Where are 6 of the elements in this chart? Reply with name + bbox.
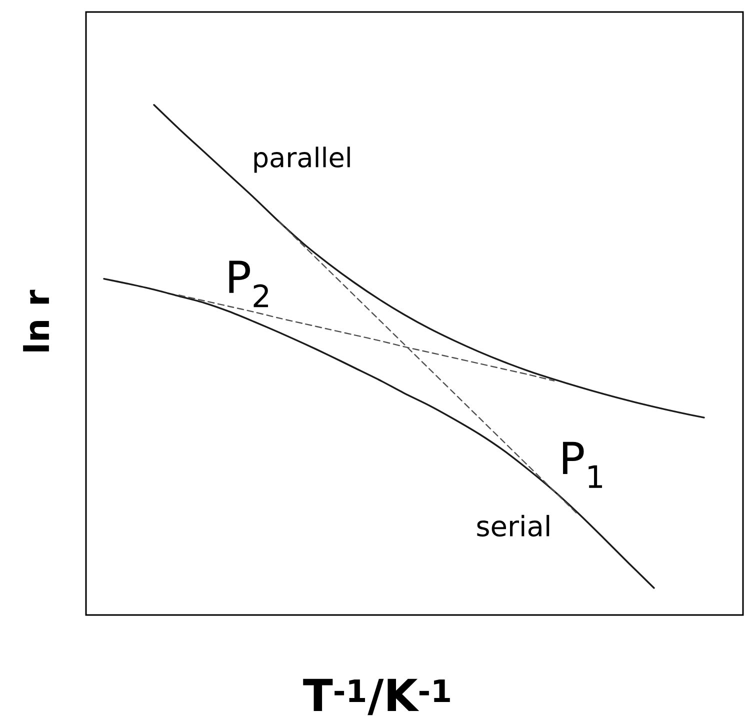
series-label: P$_{2}$ bbox=[229, 260, 268, 308]
series-label: parallel bbox=[254, 146, 350, 173]
series-label: P$_{1}$ bbox=[563, 442, 602, 488]
x-axis-title: T$^{-1}$/K$^{-1}$ bbox=[303, 678, 450, 716]
series-label: serial bbox=[477, 514, 550, 537]
y-axis-title: ln r bbox=[23, 290, 49, 352]
